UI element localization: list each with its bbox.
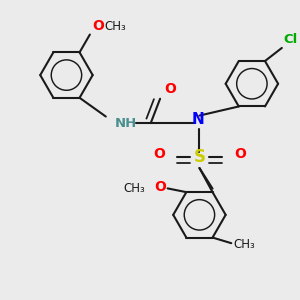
Text: CH₃: CH₃ bbox=[123, 182, 145, 195]
Text: CH₃: CH₃ bbox=[105, 20, 127, 33]
Text: O: O bbox=[153, 147, 165, 161]
Text: O: O bbox=[93, 19, 105, 33]
Text: O: O bbox=[154, 179, 166, 194]
Text: NH: NH bbox=[115, 117, 137, 130]
Text: N: N bbox=[191, 112, 204, 127]
Text: Cl: Cl bbox=[284, 33, 298, 46]
Text: S: S bbox=[194, 148, 206, 166]
Text: O: O bbox=[164, 82, 176, 96]
Text: O: O bbox=[234, 147, 246, 161]
Text: CH₃: CH₃ bbox=[233, 238, 255, 250]
